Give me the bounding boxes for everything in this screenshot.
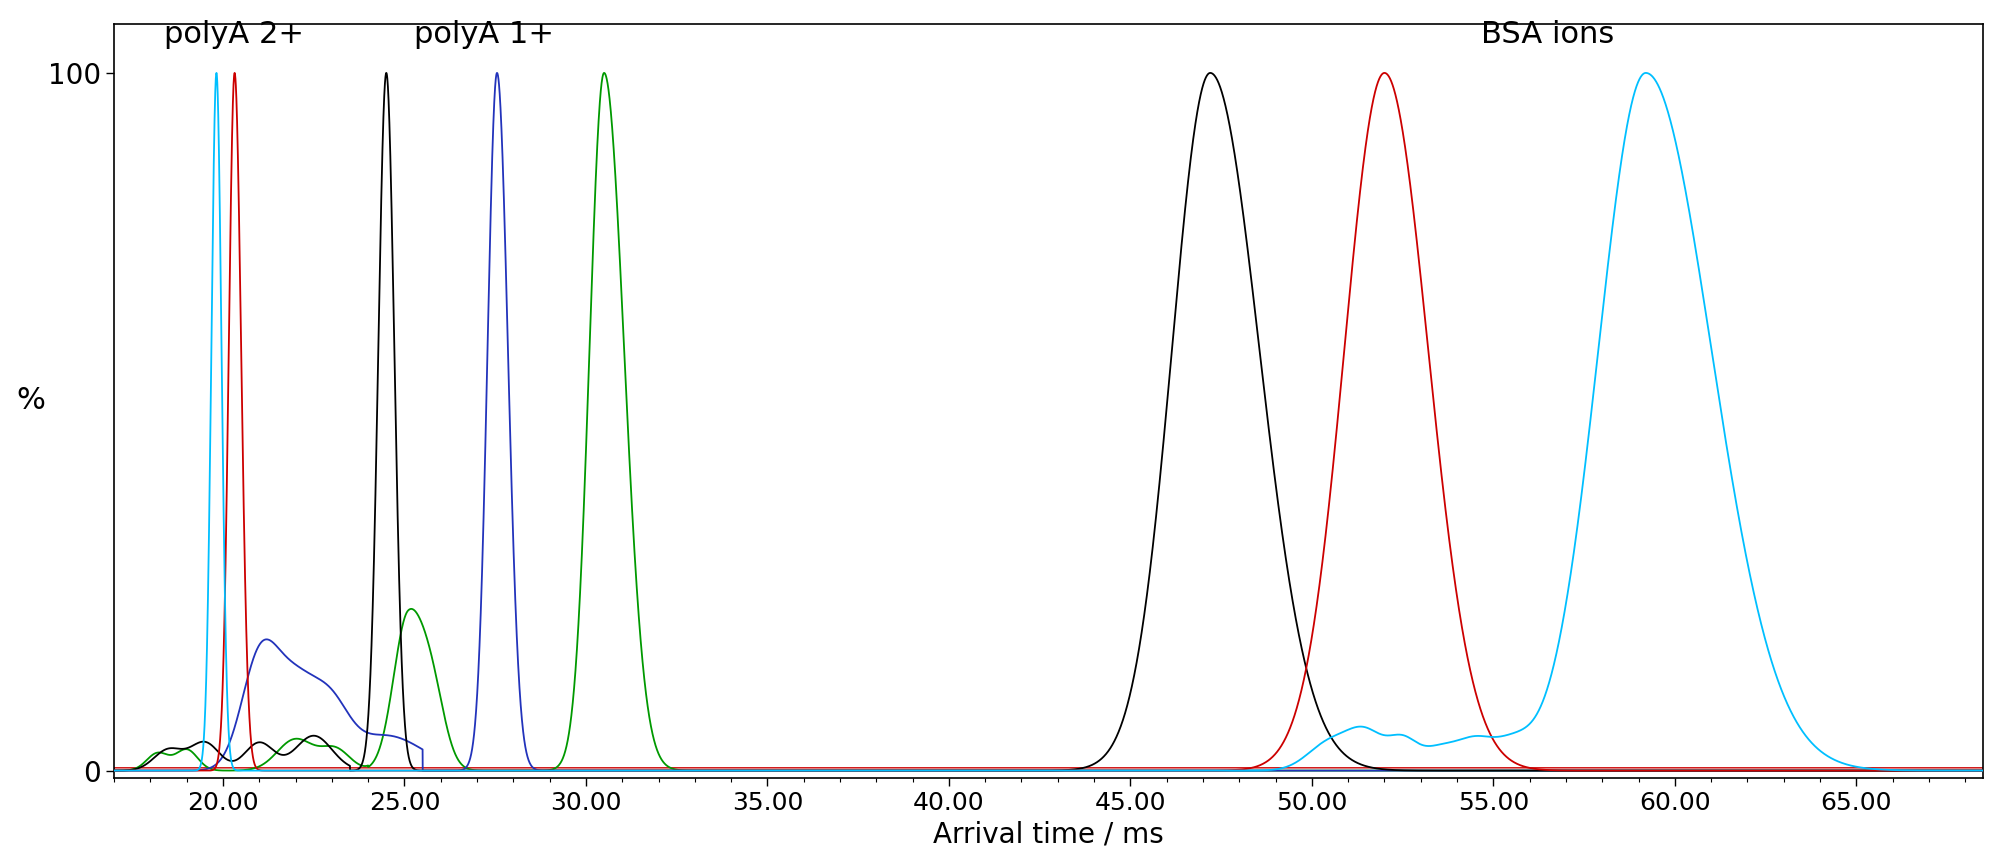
Text: BSA ions: BSA ions	[1482, 20, 1614, 48]
Text: polyA 2+: polyA 2+	[164, 20, 304, 48]
X-axis label: Arrival time / ms: Arrival time / ms	[934, 820, 1164, 849]
Y-axis label: %: %	[16, 387, 46, 415]
Text: polyA 1+: polyA 1+	[414, 20, 554, 48]
